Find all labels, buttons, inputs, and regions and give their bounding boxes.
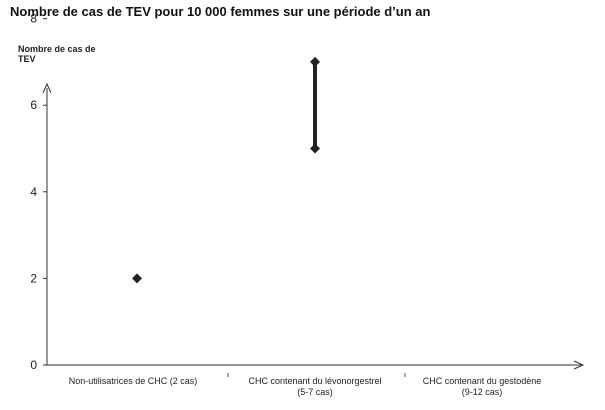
y-tick-label: 4: [30, 185, 37, 199]
x-category-label: CHC contenant du gestodène: [423, 376, 542, 386]
x-category-label: (5-7 cas): [297, 387, 333, 397]
range-low-marker: [310, 143, 320, 154]
chart-title: Nombre de cas de TEV pour 10 000 femmes …: [10, 4, 431, 19]
x-axis-arrow: [573, 360, 585, 370]
y-axis-label: Nombre de cas de TEV: [18, 44, 96, 64]
y-axis-arrow: [42, 82, 52, 94]
y-tick-label: 6: [30, 98, 37, 112]
y-tick-label: 2: [30, 271, 37, 285]
range-high-marker: [310, 56, 320, 67]
y-tick-label: 0: [30, 358, 37, 372]
y-tick-label: 8: [30, 12, 37, 26]
x-category-label: (9-12 cas): [462, 387, 503, 397]
x-category-label: Non-utilisatrices de CHC (2 cas): [69, 376, 198, 386]
x-category-label: CHC contenant du lévonorgestrel: [248, 376, 381, 386]
data-point-marker: [132, 273, 142, 284]
